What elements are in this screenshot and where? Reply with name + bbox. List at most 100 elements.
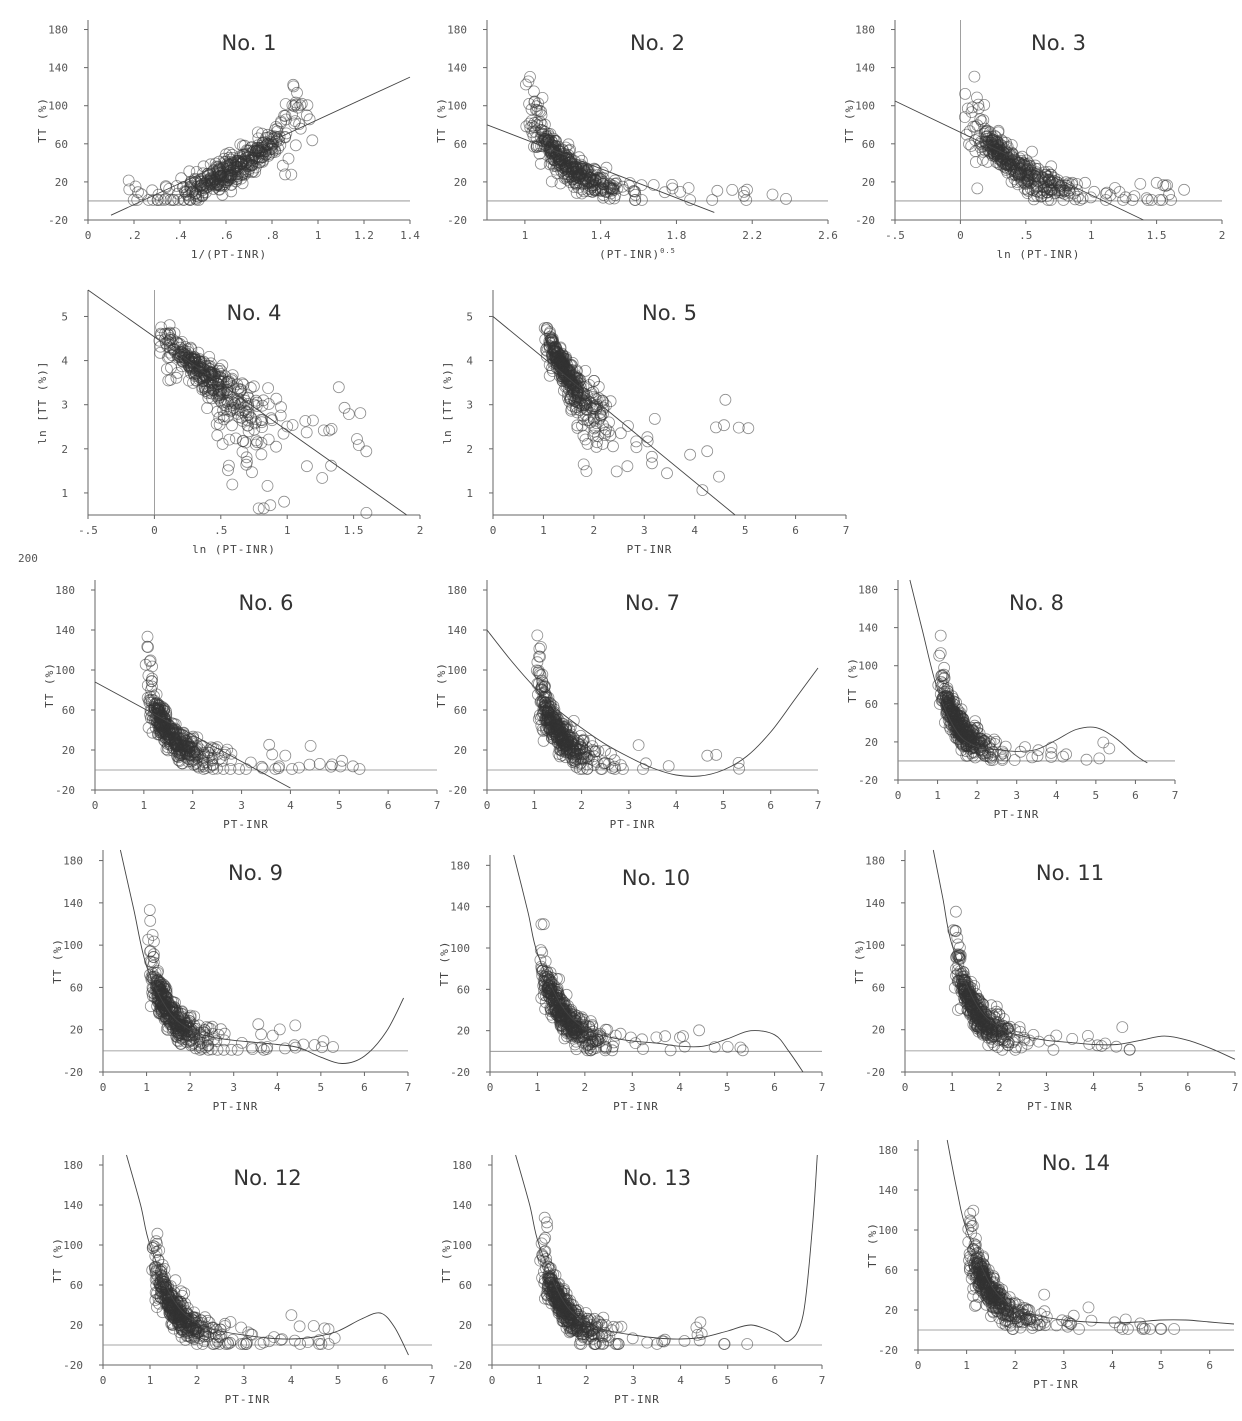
data-point [217,763,230,775]
y-tick-label: 140 [865,897,885,910]
fit-curve [110,76,411,216]
data-point [1074,194,1086,206]
x-tick-label: 6 [1185,1081,1192,1094]
data-point [571,419,584,432]
data-point [710,421,722,434]
data-point [1150,176,1163,189]
y-tick-label: 2 [61,443,68,456]
data-point [719,393,732,406]
y-tick-label: 60 [872,981,885,994]
data-point [224,377,237,390]
data-point [1142,194,1154,206]
data-point [684,194,696,206]
y-axis-label: TT (%) [43,662,56,708]
data-point [596,178,609,191]
data-point [269,145,282,158]
data-point [721,1041,734,1053]
data-point [220,384,233,397]
data-point [701,445,714,458]
x-tick-label: 3 [230,1081,237,1094]
data-point [286,419,299,431]
data-point [718,419,730,432]
y-tick-label: -20 [55,784,75,797]
y-axis-label: TT (%) [51,938,64,984]
stray-label: 200 [18,552,38,565]
x-tick-label: 4 [1053,789,1060,802]
data-point [581,414,594,427]
y-tick-label: -20 [447,784,467,797]
y-tick-label: 180 [48,24,68,37]
data-point [252,1018,265,1031]
y-axis-label: TT (%) [435,97,448,143]
y-tick-label: 20 [62,744,75,757]
data-point [351,433,363,445]
x-tick-label: 6 [771,1081,778,1094]
x-tick-label: 4 [274,1081,281,1094]
data-point [740,194,753,206]
x-tick-label: 1 [934,789,941,802]
chart-no2: 1 1.4 1.8 2.2 2.6-202060100140180(PT-INR)0.5… [435,20,838,261]
x-tick-label: 5 [1137,1081,1144,1094]
data-point [528,140,540,153]
x-tick-label: 7 [819,1081,826,1094]
data-point [564,176,577,189]
data-point [1021,187,1034,200]
data-point [164,373,177,386]
x-tick-label: 2 [578,799,585,812]
y-tick-label: 60 [865,698,878,711]
data-point [244,756,257,769]
x-tick-label: 0 [100,1374,107,1387]
data-point [963,138,975,151]
y-tick-label: 180 [450,859,470,872]
data-point [154,194,167,206]
data-point [210,161,223,174]
x-tick-label: 5 [1093,789,1100,802]
data-point [278,495,291,508]
data-point [595,410,607,423]
x-axis-label: PT-INR [994,808,1040,821]
data-point [576,187,588,200]
y-tick-label: 60 [55,138,68,151]
data-point [1044,183,1057,196]
y-tick-label: 60 [457,983,470,996]
data-point [525,103,538,116]
data-point [234,138,247,151]
data-point [627,185,640,198]
data-point [570,186,583,199]
data-point [244,381,257,394]
data-point [1178,183,1190,196]
y-tick-label: -20 [63,1066,83,1079]
data-point [1045,194,1057,206]
data-point [659,1030,671,1043]
data-point [195,178,208,191]
data-point [632,739,645,751]
data-point [122,174,135,187]
y-tick-label: 140 [855,62,875,75]
data-point [965,106,978,118]
data-point [1104,189,1117,202]
data-point [185,352,198,365]
data-point [569,401,582,414]
data-point [603,416,615,429]
data-point [262,433,275,446]
data-point [170,180,183,192]
data-point [222,459,235,472]
data-point [583,379,596,391]
data-point [677,1030,689,1042]
chart-title: No. 4 [227,301,282,325]
y-tick-label: 180 [855,24,875,37]
data-point [1153,194,1166,206]
data-point [581,437,594,450]
x-tick-label: 5 [742,524,749,537]
chart-title: No. 3 [1031,31,1086,55]
data-point [142,933,155,946]
data-point [666,182,679,195]
data-point [177,194,190,206]
data-point [1022,166,1035,179]
data-point [1016,174,1028,187]
data-point [162,374,175,387]
scatter-points [947,905,1136,1056]
